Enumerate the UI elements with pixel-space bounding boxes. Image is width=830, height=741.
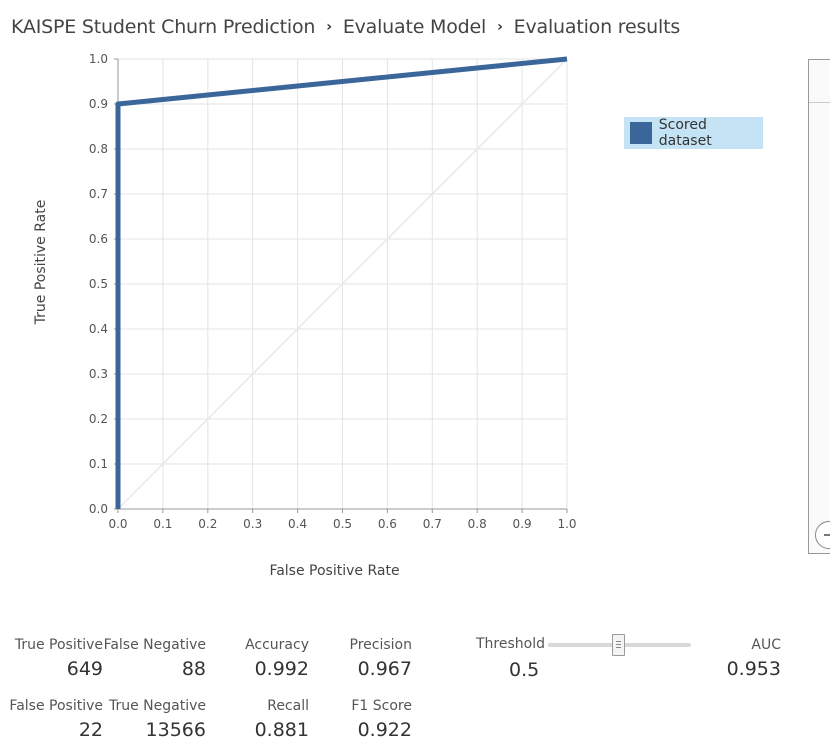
x-tick-label: 0.9 [513, 517, 532, 531]
threshold-slider-thumb[interactable] [612, 634, 625, 656]
y-tick-label: 0.7 [89, 187, 108, 201]
y-tick-label: 0.6 [89, 232, 108, 246]
x-tick-label: 0.5 [333, 517, 352, 531]
metric-value: 0.992 [254, 658, 309, 680]
chart-legend[interactable]: Scored dataset [624, 117, 763, 149]
reference-diagonal-line [117, 58, 568, 510]
roc-curve-chart: 0.0 0.1 0.2 0.3 0.4 0.5 0.6 0.7 0.8 0.9 1.0 0.0 0.1 0… [33, 52, 577, 579]
metric-value: 88 [181, 658, 206, 680]
metric-precision: Precision 0.967 [350, 637, 412, 680]
y-tick-label: 0.5 [89, 277, 108, 291]
metric-label: Precision [349, 637, 412, 653]
metric-value: 13566 [145, 719, 206, 741]
metric-true-positive: True Positive 649 [15, 637, 103, 680]
breadcrumb: KAISPE Student Churn Prediction › Evalua… [11, 14, 680, 40]
y-tick-label: 0.1 [89, 457, 108, 471]
threshold-value: 0.5 [509, 659, 540, 681]
metric-auc: AUC 0.953 [727, 637, 781, 680]
zoom-out-icon[interactable] [815, 521, 830, 549]
metric-label: AUC [751, 637, 781, 653]
breadcrumb-current: Evaluation results [513, 16, 681, 38]
y-tick-label: 0.9 [89, 97, 108, 111]
x-tick-label: 1.0 [557, 517, 576, 531]
metric-label: F1 Score [351, 698, 412, 714]
threshold-label: Threshold [476, 636, 545, 652]
legend-swatch [630, 122, 652, 144]
metric-label: True Negative [108, 698, 206, 714]
metric-value: 0.967 [357, 658, 412, 680]
metric-label: Recall [267, 698, 309, 714]
metric-label: True Positive [14, 637, 103, 653]
metric-value: 0.881 [254, 719, 309, 741]
breadcrumb-experiment[interactable]: KAISPE Student Churn Prediction [11, 16, 316, 38]
y-tick-label: 0.2 [89, 412, 108, 426]
y-tick-label: 0.8 [89, 142, 108, 156]
x-tick-label: 0.7 [423, 517, 442, 531]
y-tick-label: 0.0 [89, 502, 108, 516]
x-tick-label: 0.3 [243, 517, 262, 531]
x-tick-label: 0.8 [468, 517, 487, 531]
side-panel [808, 59, 830, 554]
x-tick-label: 0.2 [198, 517, 217, 531]
metric-label: False Positive [9, 698, 103, 714]
metric-value: 22 [78, 719, 103, 741]
x-tick-label: 0.4 [288, 517, 307, 531]
legend-label: Scored dataset [658, 117, 712, 149]
breadcrumb-separator-icon: › [497, 19, 503, 35]
y-tick-label: 1.0 [89, 52, 108, 66]
breadcrumb-separator-icon: › [326, 19, 332, 35]
side-panel-divider [809, 102, 830, 103]
roc-curve-line [115, 56, 568, 509]
x-tick-label: 0.6 [378, 517, 397, 531]
breadcrumb-module[interactable]: Evaluate Model [342, 16, 487, 38]
metric-label: False Negative [103, 637, 206, 653]
metric-value: 0.922 [357, 719, 412, 741]
metric-label: Accuracy [245, 637, 309, 653]
x-axis-title: False Positive Rate [269, 563, 399, 579]
metric-value: 0.953 [726, 658, 781, 680]
x-tick-label: 0.1 [153, 517, 172, 531]
metric-accuracy: Accuracy 0.992 [245, 637, 309, 680]
y-axis-title: True Positive Rate [33, 200, 49, 326]
metric-false-negative: False Negative 88 [104, 637, 206, 680]
metric-value: 649 [66, 658, 103, 680]
y-tick-label: 0.4 [89, 322, 108, 336]
y-tick-label: 0.3 [89, 367, 108, 381]
x-tick-label: 0.0 [108, 517, 127, 531]
